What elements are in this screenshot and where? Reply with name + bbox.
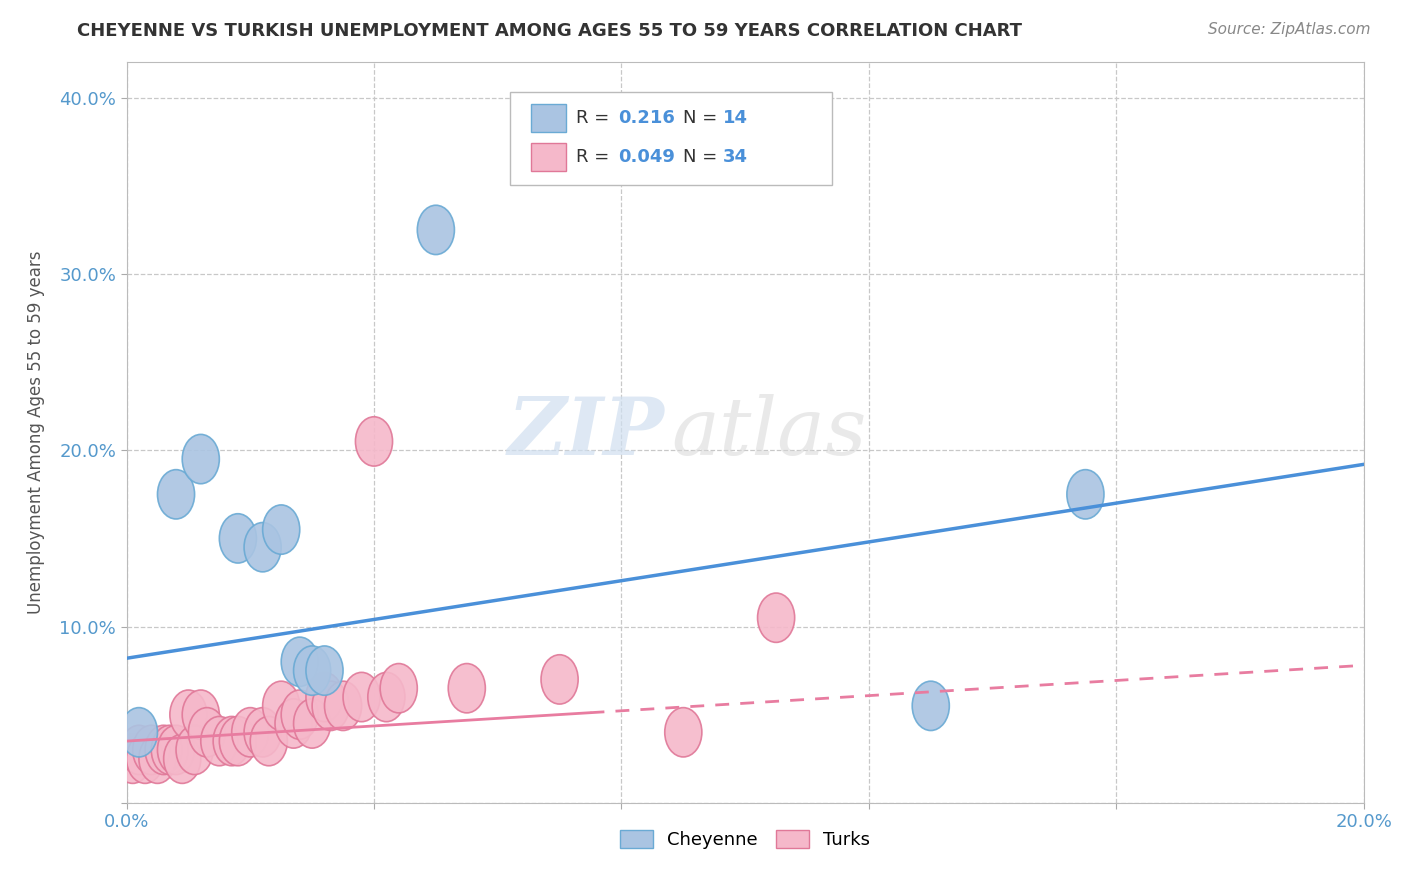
Ellipse shape xyxy=(263,681,299,731)
Ellipse shape xyxy=(163,734,201,783)
Ellipse shape xyxy=(121,725,157,774)
Text: 0.049: 0.049 xyxy=(617,148,675,166)
Ellipse shape xyxy=(219,514,256,563)
Ellipse shape xyxy=(307,646,343,695)
Ellipse shape xyxy=(183,690,219,739)
Ellipse shape xyxy=(263,505,299,554)
Ellipse shape xyxy=(132,725,170,774)
Ellipse shape xyxy=(665,707,702,757)
Text: ZIP: ZIP xyxy=(508,394,665,471)
Ellipse shape xyxy=(139,734,176,783)
Ellipse shape xyxy=(114,734,152,783)
Text: atlas: atlas xyxy=(671,394,866,471)
Ellipse shape xyxy=(356,417,392,467)
Text: N =: N = xyxy=(683,148,723,166)
Y-axis label: Unemployment Among Ages 55 to 59 years: Unemployment Among Ages 55 to 59 years xyxy=(27,251,45,615)
Ellipse shape xyxy=(145,725,183,774)
Ellipse shape xyxy=(127,734,163,783)
Text: 34: 34 xyxy=(723,148,748,166)
Ellipse shape xyxy=(232,707,269,757)
Ellipse shape xyxy=(294,646,330,695)
Text: CHEYENNE VS TURKISH UNEMPLOYMENT AMONG AGES 55 TO 59 YEARS CORRELATION CHART: CHEYENNE VS TURKISH UNEMPLOYMENT AMONG A… xyxy=(77,22,1022,40)
FancyBboxPatch shape xyxy=(510,92,832,185)
Text: 0.216: 0.216 xyxy=(617,109,675,127)
Ellipse shape xyxy=(758,593,794,642)
Text: 14: 14 xyxy=(723,109,748,127)
Ellipse shape xyxy=(312,681,349,731)
Ellipse shape xyxy=(250,716,287,765)
Ellipse shape xyxy=(541,655,578,704)
Legend: Cheyenne, Turks: Cheyenne, Turks xyxy=(620,830,870,849)
Text: N =: N = xyxy=(683,109,723,127)
Text: Source: ZipAtlas.com: Source: ZipAtlas.com xyxy=(1208,22,1371,37)
Ellipse shape xyxy=(201,716,238,765)
Ellipse shape xyxy=(157,725,194,774)
Text: R =: R = xyxy=(575,109,614,127)
Ellipse shape xyxy=(121,707,157,757)
Ellipse shape xyxy=(1067,470,1104,519)
Ellipse shape xyxy=(281,637,318,687)
Ellipse shape xyxy=(418,205,454,254)
Ellipse shape xyxy=(176,725,214,774)
Ellipse shape xyxy=(170,690,207,739)
Ellipse shape xyxy=(276,698,312,748)
Ellipse shape xyxy=(325,681,361,731)
Ellipse shape xyxy=(294,698,330,748)
Ellipse shape xyxy=(912,681,949,731)
Ellipse shape xyxy=(245,523,281,572)
Ellipse shape xyxy=(157,470,194,519)
Ellipse shape xyxy=(449,664,485,713)
Ellipse shape xyxy=(214,716,250,765)
Ellipse shape xyxy=(368,673,405,722)
Ellipse shape xyxy=(343,673,380,722)
Ellipse shape xyxy=(307,673,343,722)
FancyBboxPatch shape xyxy=(531,143,565,171)
Ellipse shape xyxy=(219,716,256,765)
Ellipse shape xyxy=(245,707,281,757)
Ellipse shape xyxy=(281,690,318,739)
Ellipse shape xyxy=(152,725,188,774)
Ellipse shape xyxy=(188,707,225,757)
Ellipse shape xyxy=(183,434,219,483)
Ellipse shape xyxy=(380,664,418,713)
Text: R =: R = xyxy=(575,148,614,166)
FancyBboxPatch shape xyxy=(531,103,565,132)
